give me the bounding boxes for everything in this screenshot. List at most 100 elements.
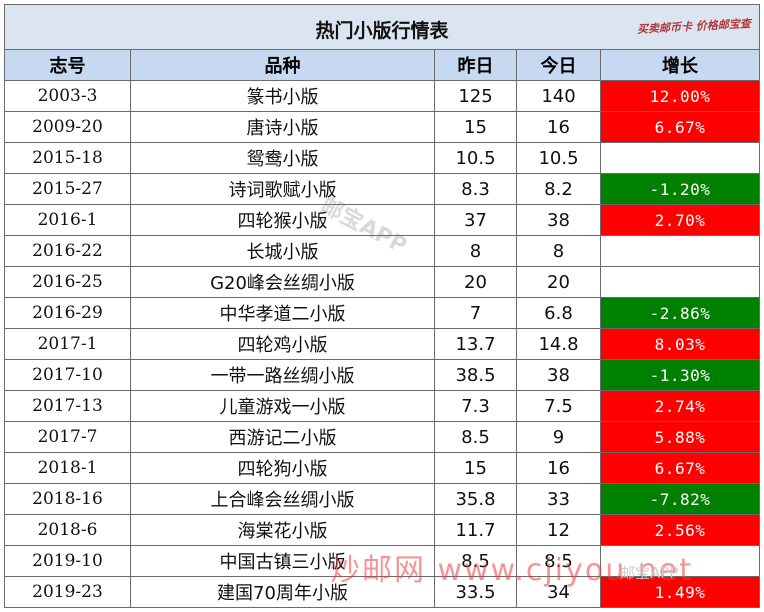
- cell-change: -1.30%: [599, 359, 761, 391]
- header-id: 志号: [4, 49, 131, 81]
- cell-change: -7.82%: [599, 483, 761, 515]
- cell-id: 2015-27: [4, 173, 131, 205]
- table-row: 2016-25 G20峰会丝绸小版 20 20: [4, 266, 761, 298]
- table-row: 2017-7 西游记二小版 8.5 9 5.88%: [4, 421, 761, 453]
- cell-name: 儿童游戏一小版: [130, 390, 435, 422]
- cell-today: 8.5: [516, 545, 601, 577]
- cell-id: 2018-6: [4, 514, 131, 546]
- cell-change: 12.00%: [599, 80, 761, 112]
- cell-name: 四轮猴小版: [130, 204, 435, 236]
- table-row: 2016-22 长城小版 8 8: [4, 235, 761, 267]
- cell-id: 2016-1: [4, 204, 131, 236]
- cell-yesterday: 8.5: [434, 421, 517, 453]
- cell-today: 33: [516, 483, 601, 515]
- cell-change: 2.56%: [599, 514, 761, 546]
- table-row: 2019-10 中国古镇三小版 8.5 8.5: [4, 545, 761, 577]
- cell-name: 建国70周年小版: [130, 576, 435, 608]
- cell-id: 2016-25: [4, 266, 131, 298]
- table-row: 2015-18 鸳鸯小版 10.5 10.5: [4, 142, 761, 174]
- cell-change: 8.03%: [599, 328, 761, 360]
- cell-today: 10.5: [516, 142, 601, 174]
- cell-change: 2.70%: [599, 204, 761, 236]
- cell-yesterday: 20: [434, 266, 517, 298]
- cell-today: 7.5: [516, 390, 601, 422]
- cell-today: 8: [516, 235, 601, 267]
- cell-name: 上合峰会丝绸小版: [130, 483, 435, 515]
- corner-note: 买卖邮币卡 价格邮宝查: [636, 17, 752, 36]
- cell-name: 诗词歌赋小版: [130, 173, 435, 205]
- title-row: 热门小版行情表 买卖邮币卡 价格邮宝查: [3, 4, 761, 50]
- cell-today: 20: [516, 266, 601, 298]
- cell-name: 长城小版: [130, 235, 435, 267]
- cell-change: 6.67%: [599, 111, 761, 143]
- cell-yesterday: 7.3: [434, 390, 517, 422]
- cell-yesterday: 15: [434, 111, 517, 143]
- cell-yesterday: 10.5: [434, 142, 517, 174]
- table-row: 2017-10 一带一路丝绸小版 38.5 38 -1.30%: [4, 359, 761, 391]
- cell-yesterday: 8.5: [434, 545, 517, 577]
- cell-id: 2003-3: [4, 80, 131, 112]
- cell-id: 2017-7: [4, 421, 131, 453]
- price-table: 热门小版行情表 买卖邮币卡 价格邮宝查 志号 品种 昨日 今日 增长 2003-…: [3, 4, 761, 608]
- cell-name: 一带一路丝绸小版: [130, 359, 435, 391]
- cell-id: 2018-16: [4, 483, 131, 515]
- cell-yesterday: 11.7: [434, 514, 517, 546]
- table-row: 2017-13 儿童游戏一小版 7.3 7.5 2.74%: [4, 390, 761, 422]
- cell-change: [599, 142, 761, 174]
- cell-today: 16: [516, 111, 601, 143]
- table-row: 2016-1 四轮猴小版 37 38 2.70%: [4, 204, 761, 236]
- table-row: 2018-6 海棠花小版 11.7 12 2.56%: [4, 514, 761, 546]
- cell-yesterday: 8: [434, 235, 517, 267]
- cell-yesterday: 33.5: [434, 576, 517, 608]
- cell-today: 12: [516, 514, 601, 546]
- cell-change: 2.74%: [599, 390, 761, 422]
- cell-today: 34: [516, 576, 601, 608]
- cell-change: -1.20%: [599, 173, 761, 205]
- cell-id: 2017-10: [4, 359, 131, 391]
- header-name: 品种: [130, 49, 435, 81]
- cell-today: 6.8: [516, 297, 601, 329]
- cell-id: 2016-22: [4, 235, 131, 267]
- cell-name: 篆书小版: [130, 80, 435, 112]
- cell-yesterday: 125: [434, 80, 517, 112]
- table-row: 2017-1 四轮鸡小版 13.7 14.8 8.03%: [4, 328, 761, 360]
- cell-change: [599, 545, 761, 577]
- cell-yesterday: 37: [434, 204, 517, 236]
- cell-name: 四轮狗小版: [130, 452, 435, 484]
- cell-today: 38: [516, 204, 601, 236]
- cell-today: 8.2: [516, 173, 601, 205]
- header-change: 增长: [599, 49, 761, 81]
- table-row: 2018-1 四轮狗小版 15 16 6.67%: [4, 452, 761, 484]
- cell-id: 2015-18: [4, 142, 131, 174]
- table-row: 2016-29 中华孝道二小版 7 6.8 -2.86%: [4, 297, 761, 329]
- cell-change: -2.86%: [599, 297, 761, 329]
- header-row: 志号 品种 昨日 今日 增长: [4, 49, 761, 81]
- header-today: 今日: [516, 49, 601, 81]
- cell-id: 2016-29: [4, 297, 131, 329]
- cell-id: 2019-23: [4, 576, 131, 608]
- cell-change: 1.49%: [599, 576, 761, 608]
- cell-yesterday: 8.3: [434, 173, 517, 205]
- cell-name: 唐诗小版: [130, 111, 435, 143]
- cell-yesterday: 38.5: [434, 359, 517, 391]
- title-cell: 热门小版行情表 买卖邮币卡 价格邮宝查: [3, 4, 761, 50]
- cell-change: 5.88%: [599, 421, 761, 453]
- cell-id: 2018-1: [4, 452, 131, 484]
- cell-change: [599, 266, 761, 298]
- cell-name: G20峰会丝绸小版: [130, 266, 435, 298]
- cell-today: 16: [516, 452, 601, 484]
- cell-yesterday: 13.7: [434, 328, 517, 360]
- table-row: 2015-27 诗词歌赋小版 8.3 8.2 -1.20%: [4, 173, 761, 205]
- cell-yesterday: 35.8: [434, 483, 517, 515]
- cell-name: 海棠花小版: [130, 514, 435, 546]
- cell-id: 2009-20: [4, 111, 131, 143]
- table-row: 2018-16 上合峰会丝绸小版 35.8 33 -7.82%: [4, 483, 761, 515]
- cell-name: 鸳鸯小版: [130, 142, 435, 174]
- cell-name: 中国古镇三小版: [130, 545, 435, 577]
- cell-today: 140: [516, 80, 601, 112]
- cell-today: 38: [516, 359, 601, 391]
- cell-name: 四轮鸡小版: [130, 328, 435, 360]
- table-title: 热门小版行情表: [315, 19, 449, 42]
- table-row: 2003-3 篆书小版 125 140 12.00%: [4, 80, 761, 112]
- cell-name: 中华孝道二小版: [130, 297, 435, 329]
